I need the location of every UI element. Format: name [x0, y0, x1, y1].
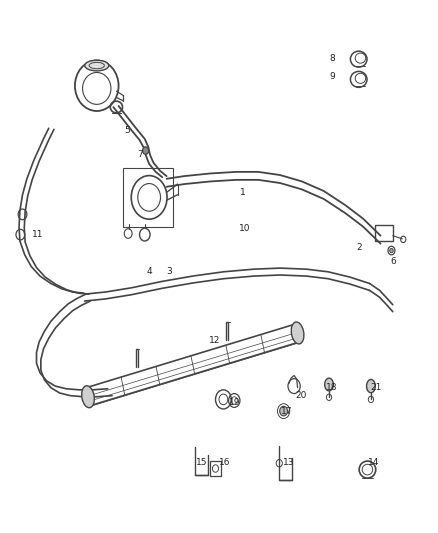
- Text: 11: 11: [32, 230, 43, 239]
- Text: 7: 7: [138, 150, 143, 159]
- Text: 10: 10: [240, 224, 251, 233]
- Text: 1: 1: [240, 188, 246, 197]
- Text: 20: 20: [295, 391, 307, 400]
- Circle shape: [280, 406, 288, 416]
- Text: 14: 14: [368, 458, 380, 466]
- Text: 2: 2: [356, 244, 361, 253]
- Ellipse shape: [85, 60, 109, 71]
- Text: 9: 9: [330, 72, 336, 81]
- Text: 18: 18: [326, 383, 337, 392]
- Circle shape: [390, 248, 393, 253]
- Text: 5: 5: [124, 126, 130, 135]
- Text: 19: 19: [229, 398, 240, 407]
- Text: 8: 8: [330, 54, 336, 62]
- Ellipse shape: [81, 386, 94, 408]
- Ellipse shape: [325, 378, 333, 391]
- Text: 21: 21: [371, 383, 382, 392]
- Text: 6: 6: [391, 257, 396, 265]
- Text: 3: 3: [166, 268, 172, 276]
- Text: 17: 17: [281, 407, 293, 416]
- Text: 16: 16: [219, 458, 230, 466]
- Ellipse shape: [367, 379, 375, 393]
- Text: 15: 15: [196, 458, 207, 466]
- Text: 12: 12: [209, 336, 220, 345]
- Circle shape: [143, 147, 149, 155]
- Bar: [123, 168, 173, 227]
- Bar: [375, 225, 393, 241]
- Ellipse shape: [291, 322, 304, 344]
- Bar: [210, 461, 221, 477]
- Text: 13: 13: [283, 458, 295, 466]
- Text: 4: 4: [146, 268, 152, 276]
